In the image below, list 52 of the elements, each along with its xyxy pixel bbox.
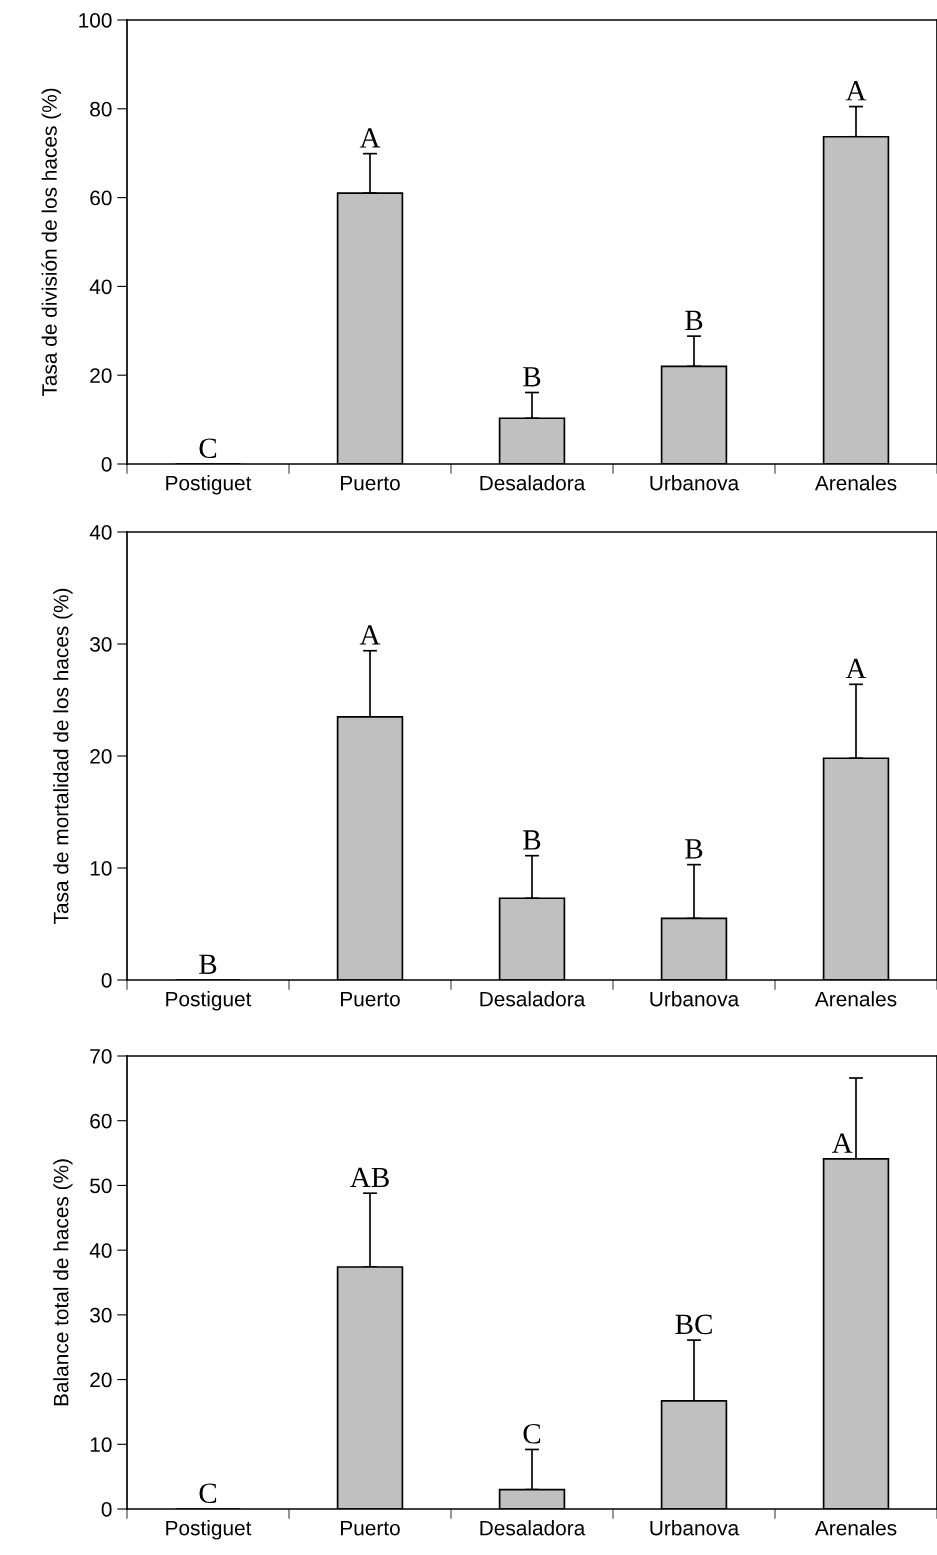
- annotation: C: [523, 1423, 541, 1444]
- y-tick-label: 50: [90, 1178, 112, 1194]
- x-tick-label: Arenales: [814, 991, 897, 1007]
- y-tick-label: 20: [90, 1372, 112, 1388]
- x-tick-label: Desaladora: [480, 475, 586, 491]
- y-tick-label: 60: [90, 1113, 112, 1129]
- y-tick-label: 40: [89, 1243, 112, 1258]
- y-tick-label: 0: [101, 1502, 112, 1517]
- x-tick-label: Postiguet: [166, 1520, 252, 1540]
- annotation: A: [359, 128, 381, 148]
- annotation: A: [845, 81, 867, 101]
- y-tick-label: 30: [90, 637, 112, 652]
- y-tick-label: 30: [90, 1307, 112, 1323]
- x-tick-label: Puerto: [341, 991, 400, 1007]
- x-tick-label: Arenales: [814, 475, 897, 491]
- y-tick-label: 0: [101, 457, 112, 472]
- x-tick-label: Postiguet: [166, 475, 252, 495]
- y-tick-label: 20: [90, 368, 112, 383]
- y-tick-label: 0: [101, 973, 112, 988]
- y-axis-title: Balance total de haces (%): [53, 1159, 73, 1406]
- y-axis-title: Tasa de mortalidad de los haces (%): [53, 588, 73, 924]
- annotation: C: [199, 1483, 217, 1504]
- y-tick-label: 80: [90, 101, 112, 117]
- y-tick-label: 10: [90, 1437, 112, 1453]
- annotation: A: [831, 1133, 853, 1153]
- y-tick-label: 20: [90, 749, 112, 764]
- annotation: B: [523, 367, 541, 387]
- y-tick-label: 40: [89, 525, 112, 540]
- x-tick-label: Urbanova: [650, 991, 740, 1007]
- x-tick-label: Urbanova: [650, 1520, 740, 1536]
- x-tick-label: Desaladora: [480, 991, 586, 1007]
- annotation: B: [199, 954, 217, 974]
- annotation: AB: [350, 1167, 389, 1188]
- x-tick-label: Arenales: [814, 1520, 897, 1536]
- x-tick-label: Puerto: [341, 1520, 400, 1536]
- y-tick-label: 70: [90, 1049, 112, 1064]
- x-tick-label: Puerto: [341, 475, 400, 491]
- y-axis-title: Tasa de división de los haces (%): [41, 88, 61, 397]
- annotation: B: [685, 310, 703, 330]
- annotation: BC: [675, 1314, 712, 1335]
- x-tick-label: Postiguet: [166, 991, 252, 1011]
- annotation: B: [523, 830, 541, 850]
- x-tick-label: Urbanova: [650, 475, 740, 491]
- y-tick-label: 40: [89, 279, 112, 295]
- annotation: B: [685, 839, 703, 859]
- annotation: A: [359, 625, 381, 645]
- y-tick-label: 100: [79, 13, 112, 28]
- y-tick-label: 60: [90, 190, 112, 206]
- x-tick-label: Desaladora: [480, 1520, 586, 1536]
- annotation: C: [199, 438, 217, 459]
- y-tick-label: 10: [90, 861, 112, 876]
- annotation: A: [845, 658, 867, 679]
